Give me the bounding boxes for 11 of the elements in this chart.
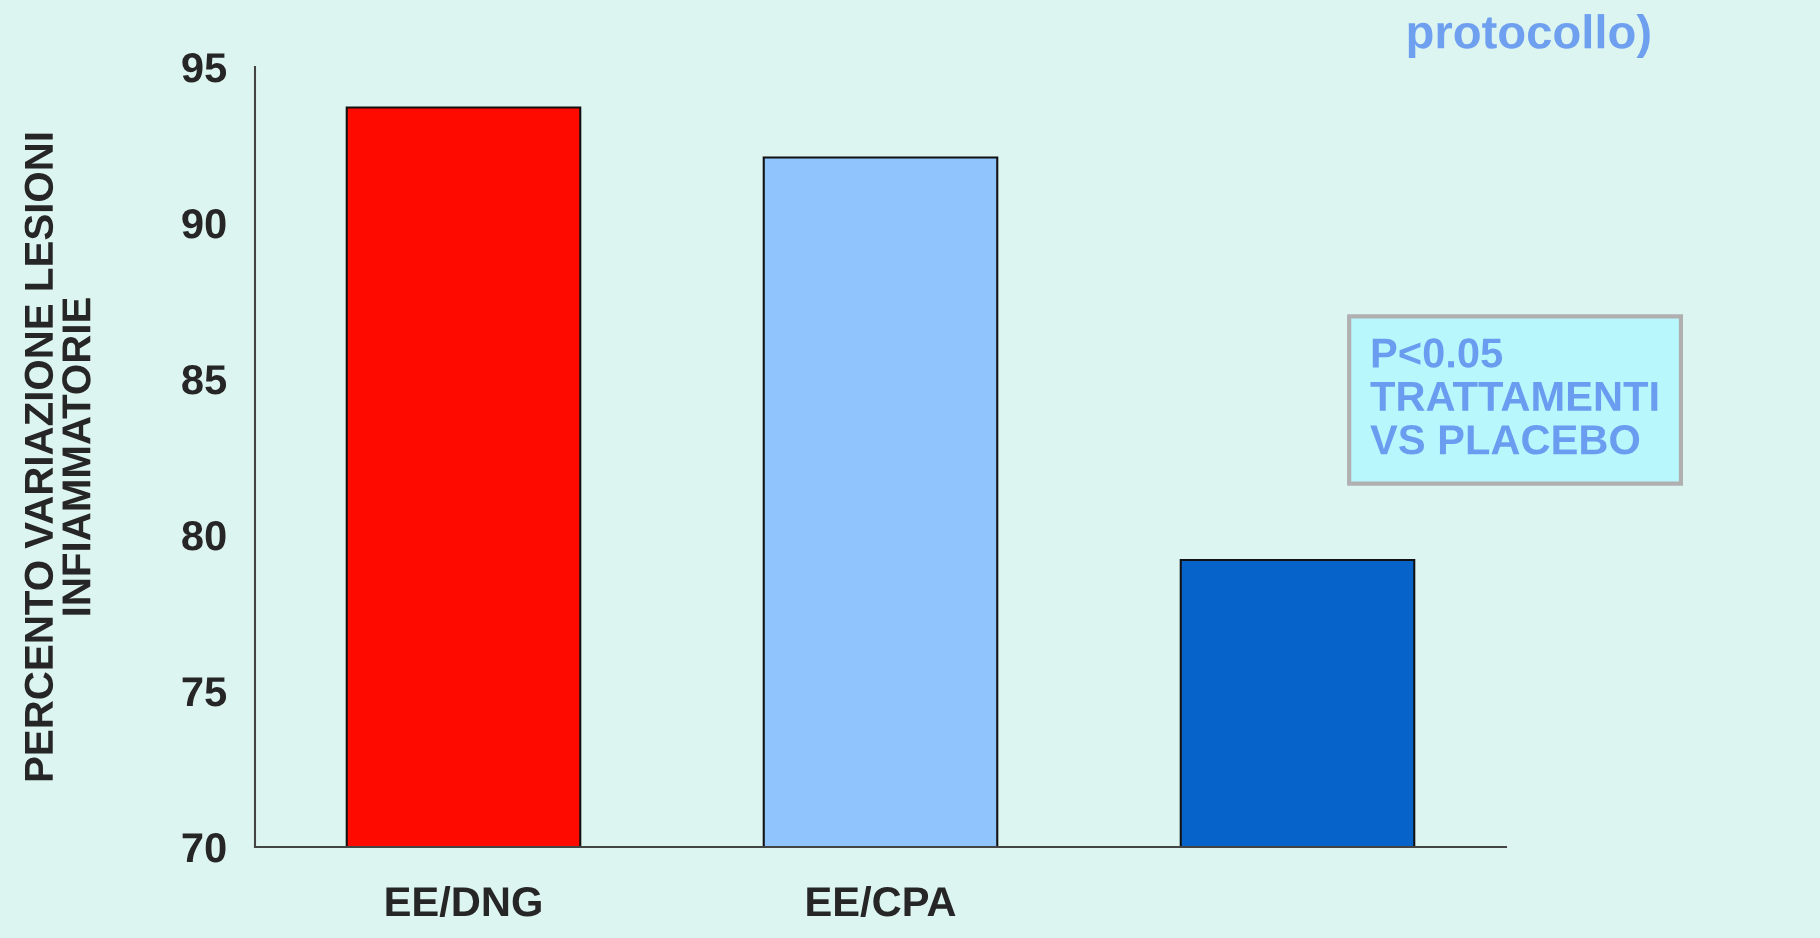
annotation: P<0.05 TRATTAMENTI VS PLACEBO bbox=[1370, 338, 1658, 455]
y-axis-title: PERCENTO VARIAZIONE LESIONI INFIAMMATORIE bbox=[24, 133, 91, 781]
y-tick-label: 95 bbox=[182, 53, 227, 83]
y-tick-label: 90 bbox=[182, 209, 226, 239]
x-tick-label: EE/DNG bbox=[386, 885, 541, 917]
y-tick-label: 75 bbox=[182, 677, 227, 707]
x-tick-label: EE/CPA bbox=[807, 885, 956, 917]
y-tick-label: 80 bbox=[182, 521, 226, 551]
y-tick-label: 85 bbox=[182, 365, 227, 395]
chart-title: protocollo) bbox=[1408, 14, 1650, 59]
y-tick-label: 70 bbox=[182, 833, 226, 863]
